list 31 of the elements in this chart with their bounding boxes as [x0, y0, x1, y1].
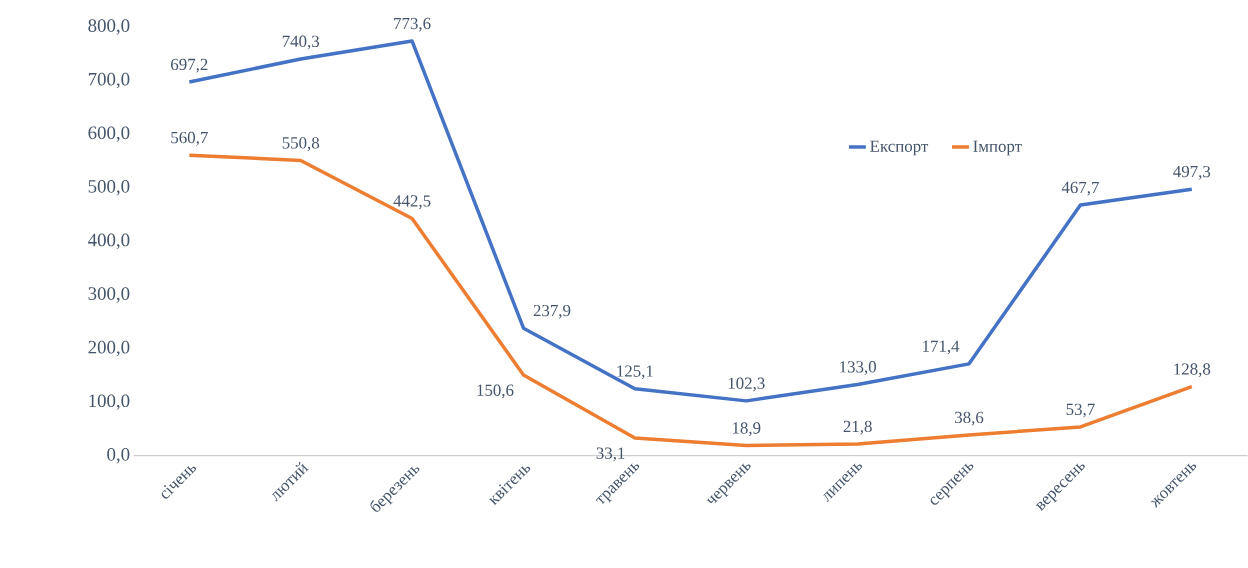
y-tick-label: 700,0: [88, 72, 130, 89]
legend-label: Експорт: [870, 140, 929, 156]
y-tick-label: 0,0: [107, 447, 130, 464]
data-label: 497,3: [1173, 165, 1211, 180]
y-tick-label: 100,0: [89, 394, 130, 410]
y-tick-label: 600,0: [88, 126, 130, 142]
data-label: 740,3: [282, 35, 320, 50]
y-tick-label: 300,0: [88, 287, 130, 303]
data-label: 773,6: [394, 17, 431, 32]
data-label: 133,0: [840, 360, 877, 375]
data-label: 102,3: [728, 377, 765, 392]
data-label: 18,9: [732, 422, 761, 436]
data-label: 150,6: [477, 384, 514, 399]
data-label: 38,6: [955, 411, 984, 426]
y-tick-label: 400,0: [88, 233, 130, 249]
data-label: 697,2: [171, 58, 208, 73]
data-label: 21,8: [843, 420, 872, 435]
y-tick-label: 800,0: [88, 19, 130, 35]
data-label: 550,8: [282, 136, 320, 151]
data-label: 171,4: [923, 340, 960, 355]
legend-label: Імпорт: [973, 140, 1022, 156]
data-label: 128,8: [1174, 363, 1211, 377]
data-label: 442,5: [393, 195, 431, 209]
data-label: 467,7: [1061, 181, 1099, 196]
data-label: 560,7: [171, 131, 208, 146]
y-tick-label: 200,0: [88, 340, 130, 357]
data-label: 53,7: [1066, 403, 1095, 418]
data-label: 237,9: [533, 304, 571, 319]
y-tick-label: 500,0: [88, 179, 130, 196]
data-label: 125,1: [617, 365, 653, 379]
data-label: 33,1: [596, 447, 625, 462]
